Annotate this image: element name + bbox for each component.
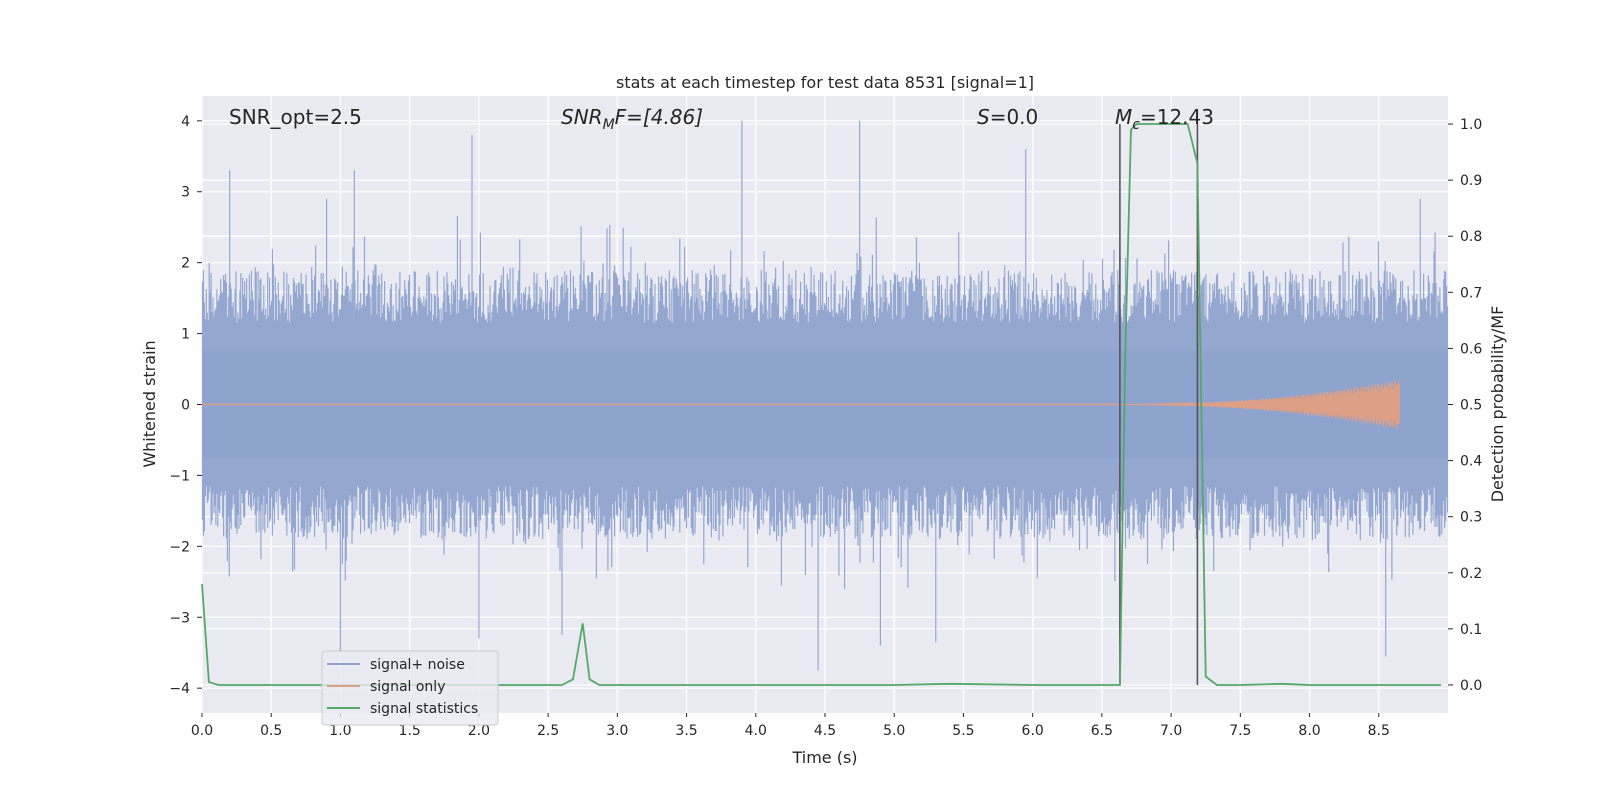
y-tick-label: 2 bbox=[181, 256, 190, 272]
x-tick-label: 0.5 bbox=[260, 723, 282, 739]
x-tick-label: 5.5 bbox=[952, 723, 974, 739]
x-tick-label: 2.5 bbox=[537, 723, 559, 739]
annotation-snr-mf: SNRMF=[4.86] bbox=[561, 105, 703, 133]
y2-tick-label: 0.9 bbox=[1460, 173, 1482, 189]
x-tick-label: 8.0 bbox=[1298, 723, 1320, 739]
y2-tick-label: 0.5 bbox=[1460, 398, 1482, 414]
y-tick-label: −1 bbox=[169, 468, 190, 484]
y-tick-label: −3 bbox=[169, 610, 190, 626]
x-tick-label: 8.5 bbox=[1368, 723, 1390, 739]
y2-tick-label: 0.6 bbox=[1460, 341, 1482, 357]
y2-tick-label: 0.0 bbox=[1460, 678, 1482, 694]
x-tick-label: 3.0 bbox=[606, 723, 628, 739]
y2-tick-label: 0.1 bbox=[1460, 622, 1482, 638]
x-tick-label: 6.5 bbox=[1091, 723, 1113, 739]
signal-only-chirp bbox=[1115, 379, 1401, 429]
legend-label-signal-noise: signal+ noise bbox=[370, 657, 465, 673]
y2-axis-label: Detection probability/MF bbox=[1488, 306, 1507, 503]
y-tick-label: 0 bbox=[181, 398, 190, 414]
x-tick-label: 7.0 bbox=[1160, 723, 1182, 739]
y2-tick-label: 0.7 bbox=[1460, 285, 1482, 301]
legend-box bbox=[321, 650, 499, 726]
legend: signal+ noise signal only signal statist… bbox=[321, 650, 499, 726]
y-tick-label: 1 bbox=[181, 327, 190, 343]
y2-tick-label: 0.8 bbox=[1460, 229, 1482, 245]
y2-tick-label: 0.3 bbox=[1460, 510, 1482, 526]
x-tick-label: 3.5 bbox=[675, 723, 697, 739]
x-tick-label: 4.0 bbox=[745, 723, 767, 739]
legend-label-signal-statistics: signal statistics bbox=[370, 701, 478, 717]
y-tick-label: −4 bbox=[169, 681, 190, 697]
annotation-mc: Mc=12.43 bbox=[1115, 105, 1214, 133]
chart-title: stats at each timestep for test data 853… bbox=[616, 73, 1034, 92]
signal-only-series bbox=[202, 379, 1401, 429]
y-tick-label: 4 bbox=[181, 114, 190, 130]
legend-label-signal-only: signal only bbox=[370, 679, 445, 695]
y-axis-label: Whitened strain bbox=[140, 340, 159, 467]
x-tick-label: 6.0 bbox=[1022, 723, 1044, 739]
x-tick-label: 7.5 bbox=[1229, 723, 1251, 739]
y-tick-labels: 4 3 2 1 0 −1 −2 −3 −4 bbox=[169, 114, 202, 697]
y2-tick-label: 0.2 bbox=[1460, 566, 1482, 582]
x-tick-label: 1.5 bbox=[399, 723, 421, 739]
y2-tick-labels: 1.0 0.9 0.8 0.7 0.6 0.5 0.4 0.3 0.2 0.1 0.0 bbox=[1448, 117, 1482, 694]
y-tick-label: 3 bbox=[181, 185, 190, 201]
x-tick-label: 2.0 bbox=[468, 723, 490, 739]
y2-tick-label: 1.0 bbox=[1460, 117, 1482, 133]
x-axis-label: Time (s) bbox=[791, 748, 857, 767]
x-tick-labels: 0.0 0.5 1.0 1.5 2.0 2.5 3.0 3.5 4.0 4.5 5.0 5.5 6.0 6… bbox=[191, 713, 1390, 739]
annotation-snr-opt: SNR_opt=2.5 bbox=[229, 105, 362, 129]
x-tick-label: 5.0 bbox=[883, 723, 905, 739]
x-tick-label: 4.5 bbox=[814, 723, 836, 739]
x-tick-label: 0.0 bbox=[191, 723, 213, 739]
annotation-s: S=0.0 bbox=[977, 105, 1038, 129]
x-tick-label: 1.0 bbox=[329, 723, 351, 739]
y-tick-label: −2 bbox=[169, 539, 190, 555]
y2-tick-label: 0.4 bbox=[1460, 454, 1482, 470]
